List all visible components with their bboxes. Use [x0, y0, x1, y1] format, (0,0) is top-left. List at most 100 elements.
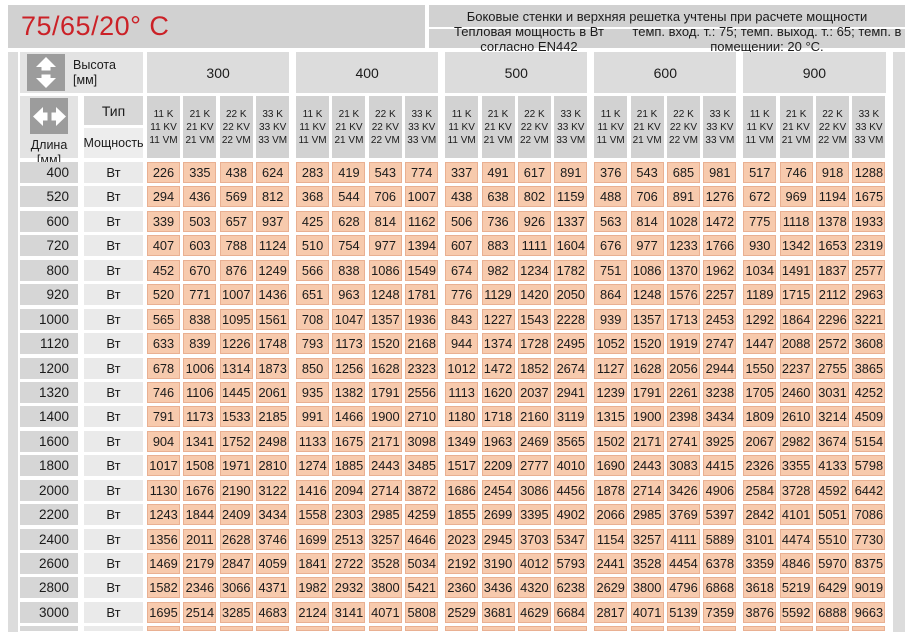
- power-cell: 3101: [743, 528, 777, 550]
- power-cell: 1159: [554, 186, 588, 208]
- power-cell: 891: [666, 186, 700, 208]
- power-cell: 812: [256, 186, 290, 208]
- type-header-line: 33 K: [262, 108, 283, 120]
- power-cell: 1256: [332, 357, 366, 379]
- type-header-900-11k: 11 K 11 KV 11 VM: [743, 96, 777, 158]
- power-cell: 1699: [296, 528, 330, 550]
- power-cell: 814: [630, 210, 664, 232]
- power-cell: 1550: [743, 357, 777, 379]
- power-cell: 3285: [219, 601, 253, 623]
- power-cell: 2112: [816, 284, 850, 306]
- type-header-line: 21 K: [487, 108, 509, 120]
- power-cell: 1502: [594, 430, 628, 452]
- power-cell: 1370: [666, 259, 700, 281]
- horizontal-arrows-icon: [30, 98, 68, 134]
- power-cell: 1189: [743, 284, 777, 306]
- power-cell: 510: [296, 235, 330, 257]
- power-cell: [256, 626, 290, 632]
- power-cell: 708: [296, 308, 330, 330]
- power-cell: 706: [630, 186, 664, 208]
- power-cell: 1809: [743, 406, 777, 428]
- power-cell: 1752: [219, 430, 253, 452]
- power-cell: 1111: [517, 235, 551, 257]
- power-cell: 2985: [630, 504, 664, 526]
- power-cell: 2050: [554, 284, 588, 306]
- power-cell: 2209: [481, 455, 515, 477]
- length-cell: 400: [20, 162, 78, 183]
- power-cell: 2529: [445, 601, 479, 623]
- temperature-regime: 75/65/20° C: [8, 5, 425, 48]
- power-cell: 2514: [183, 601, 217, 623]
- power-cell: 1133: [296, 430, 330, 452]
- type-header-line: 22 KV: [520, 121, 549, 133]
- power-cell: 1715: [779, 284, 813, 306]
- power-cell: 1106: [183, 381, 217, 403]
- power-cell: 1728: [517, 333, 551, 355]
- type-header-line: 11 VM: [745, 134, 774, 146]
- power-cell: 7086: [852, 504, 886, 526]
- table-row-2000: 2000 Вт 1130 1676 2190 3122 1416 2094 2714 3872 16…: [0, 479, 910, 501]
- power-cell: 1543: [517, 308, 551, 330]
- power-cell: 4059: [256, 553, 290, 574]
- vertical-arrows-icon: [27, 54, 65, 91]
- power-cell: 843: [445, 308, 479, 330]
- power-cell: 2067: [743, 430, 777, 452]
- length-cell: 2400: [20, 528, 78, 550]
- power-cell: 2037: [517, 381, 551, 403]
- power-cell: 1472: [481, 357, 515, 379]
- table-row-600: 600 Вт 339 503 657 937 425 628 814 1162 506 736 926 1…: [0, 210, 910, 232]
- length-cell: 1800: [20, 455, 78, 477]
- power-cell: 1337: [554, 210, 588, 232]
- power-cell: 566: [296, 259, 330, 281]
- power-cell: 1962: [703, 259, 737, 281]
- standard-note: Тепловая мощность в Вт согласно EN442: [454, 23, 604, 54]
- type-header-300-33k: 33 K 33 KV 33 VM: [256, 96, 290, 158]
- power-cell: 6238: [554, 577, 588, 599]
- power-cell: 1095: [219, 308, 253, 330]
- power-cell: 543: [368, 162, 402, 183]
- power-cell: 2777: [517, 455, 551, 477]
- power-cell: 638: [481, 186, 515, 208]
- length-cell: 1000: [20, 308, 78, 330]
- power-cell: 565: [147, 308, 180, 330]
- power-cell: 1162: [405, 210, 439, 232]
- type-header-line: 11 K: [451, 108, 472, 120]
- type-header-line: 33 K: [560, 108, 582, 120]
- power-cell: [183, 626, 217, 632]
- power-cell: 337: [445, 162, 479, 183]
- power-cell: 1276: [703, 186, 737, 208]
- length-cell: 1200: [20, 357, 78, 379]
- type-header-500-21k: 21 K 21 KV 21 VM: [481, 96, 515, 158]
- power-cell: 2160: [517, 406, 551, 428]
- type-header-400-11k: 11 K 11 KV 11 VM: [296, 96, 330, 158]
- power-cell: 5793: [554, 553, 588, 574]
- power-cell: 2061: [256, 381, 290, 403]
- type-header-line: 11 K: [600, 108, 621, 120]
- power-cell: 1124: [256, 235, 290, 257]
- power-cell: 3359: [743, 553, 777, 574]
- power-cell: 5154: [852, 430, 886, 452]
- power-cell: 982: [481, 259, 515, 281]
- power-cell: 746: [147, 381, 180, 403]
- power-cell: 3485: [405, 455, 439, 477]
- power-cell: 3098: [405, 430, 439, 452]
- power-cell: 1292: [743, 308, 777, 330]
- length-cell: 2800: [20, 577, 78, 599]
- table-row-1000: 1000 Вт 565 838 1095 1561 708 1047 1357 1936 843 12…: [0, 308, 910, 330]
- type-header-line: 22 K: [225, 108, 247, 120]
- type-header-300-11k: 11 K 11 KV 11 VM: [147, 96, 180, 158]
- type-header-line: 33 VM: [407, 134, 437, 146]
- power-cell: [405, 626, 439, 632]
- power-cell: 1718: [481, 406, 515, 428]
- power-cell: 2556: [405, 381, 439, 403]
- table-row-520: 520 Вт 294 436 569 812 368 544 706 1007 438 638 802 1…: [0, 186, 910, 208]
- watt-unit-cell: Вт: [84, 406, 143, 428]
- length-axis-word: Длина: [30, 138, 68, 152]
- power-cell: 1628: [630, 357, 664, 379]
- type-header-line: 33 KV: [706, 121, 734, 133]
- power-cell: 4371: [256, 577, 290, 599]
- type-header-line: 21 VM: [632, 134, 662, 146]
- power-cell: 3086: [517, 479, 551, 501]
- left-edge-strip: [8, 52, 18, 632]
- power-cell: 2088: [779, 333, 813, 355]
